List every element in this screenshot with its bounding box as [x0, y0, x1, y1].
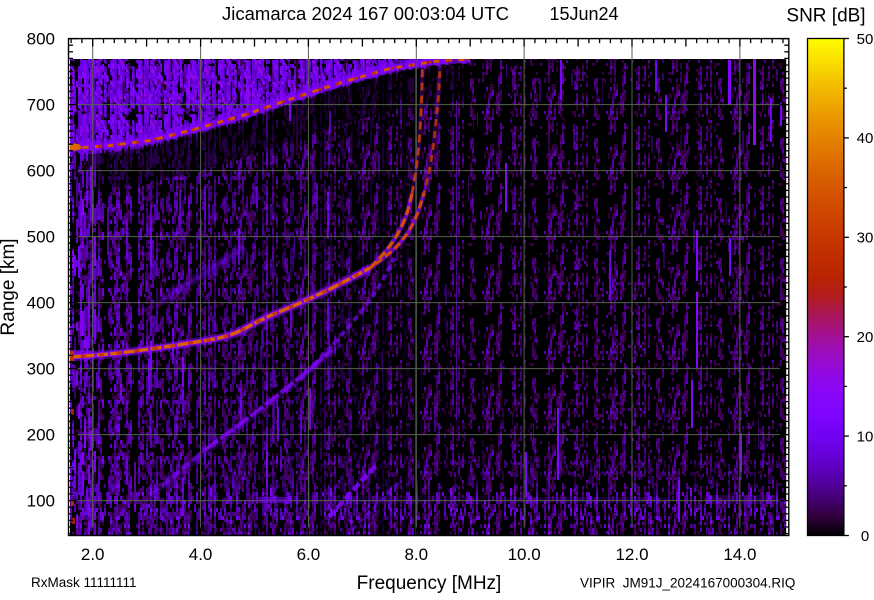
svg-text:VIPIR JM91J_2024167000304.RIQ: VIPIR JM91J_2024167000304.RIQ [580, 576, 795, 591]
svg-text:10.0: 10.0 [508, 545, 541, 564]
svg-text:800: 800 [27, 29, 55, 48]
svg-text:RxMask 11111111: RxMask 11111111 [31, 575, 137, 590]
svg-text:500: 500 [27, 227, 55, 246]
svg-text:15Jun24: 15Jun24 [549, 4, 618, 24]
svg-text:10: 10 [857, 428, 874, 445]
svg-text:Frequency [MHz]: Frequency [MHz] [357, 573, 502, 594]
svg-text:40: 40 [857, 130, 874, 147]
svg-text:600: 600 [27, 161, 55, 180]
svg-text:300: 300 [27, 359, 55, 378]
svg-text:20: 20 [857, 329, 874, 346]
svg-text:700: 700 [27, 95, 55, 114]
svg-text:SNR [dB]: SNR [dB] [786, 6, 865, 27]
svg-text:8.0: 8.0 [404, 545, 428, 564]
svg-text:2.0: 2.0 [81, 545, 105, 564]
svg-text:50: 50 [857, 31, 874, 48]
svg-text:12.0: 12.0 [615, 545, 648, 564]
svg-text:400: 400 [27, 293, 55, 312]
svg-text:Jicamarca 2024 167 00:03:04 UT: Jicamarca 2024 167 00:03:04 UTC [222, 3, 509, 24]
svg-text:0: 0 [861, 528, 869, 545]
svg-text:200: 200 [27, 425, 55, 444]
svg-text:6.0: 6.0 [297, 545, 321, 564]
svg-text:100: 100 [27, 491, 55, 510]
svg-text:Range [km]: Range [km] [0, 238, 19, 335]
svg-text:30: 30 [857, 230, 874, 247]
svg-text:4.0: 4.0 [189, 545, 213, 564]
svg-text:14.0: 14.0 [723, 545, 756, 564]
